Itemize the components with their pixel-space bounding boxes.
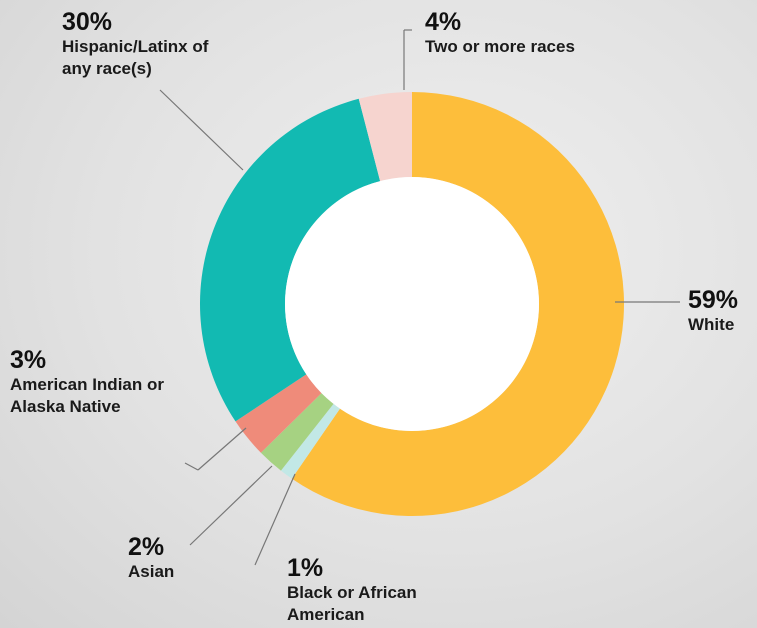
category-label: Two or more races [425,37,575,56]
leader-line [197,427,247,471]
slice [280,403,340,479]
value-label: 1% [287,554,324,582]
label: 3% American Indian or Alaska Native [10,346,190,418]
value-label: 59% [688,286,739,314]
leader-lines [159,29,680,566]
slice [200,98,381,422]
slice [235,374,322,453]
category-label: American Indian or Alaska Native [10,375,164,416]
slice [358,92,412,182]
slice [260,393,334,471]
category-label: White [688,315,735,334]
label: 4% Two or more races [425,8,575,58]
slice [291,92,624,516]
leader-line [159,89,244,171]
slices [200,92,624,516]
label: 30% Hispanic/Latinx of any race(s) [62,8,212,80]
label: 59% White [688,286,738,336]
leader-line [189,465,273,546]
value-label: 30% [62,8,113,36]
category-label: Asian [128,562,175,581]
category-label: Black or African American [287,583,417,624]
category-label: Hispanic/Latinx of any race(s) [62,37,209,78]
donut-hole [285,177,539,431]
value-label: 3% [10,346,47,374]
leader-line [254,473,296,566]
label: 2% Asian [128,533,174,583]
label: 1% Black or African American [287,554,462,626]
value-label: 4% [425,8,462,36]
value-label: 2% [128,533,165,561]
leader-line [184,462,199,471]
